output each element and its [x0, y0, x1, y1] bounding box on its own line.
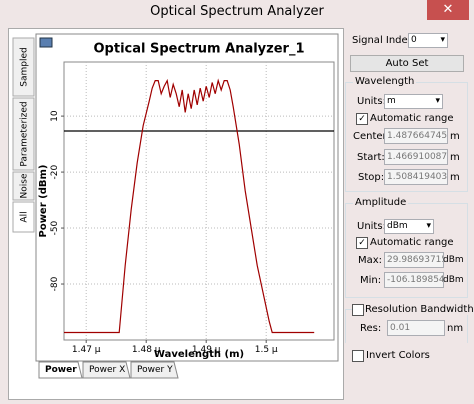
y-tick-label: -50 — [50, 220, 60, 235]
checkbox-label: Invert Colors — [366, 350, 430, 361]
unit: dBm — [443, 255, 464, 265]
x-tick-label: 1.5 μ — [255, 345, 278, 355]
bottom-tab-label[interactable]: Power — [45, 365, 77, 375]
y-tick-label: -20 — [50, 164, 60, 179]
field-label: Center: — [353, 131, 390, 142]
side-tab[interactable] — [12, 201, 35, 233]
checkbox[interactable]: ✓ — [356, 237, 368, 249]
center-field[interactable]: 1.4876647452 — [384, 128, 448, 144]
bottom-tab[interactable] — [130, 361, 179, 379]
close-button[interactable]: ✕ — [427, 0, 469, 20]
side-tab[interactable] — [12, 97, 35, 171]
min-field[interactable]: -106.18985415 — [384, 272, 444, 288]
y-tick-label: 10 — [50, 110, 60, 122]
side-tab-label[interactable]: Parameterized — [20, 101, 30, 166]
units-label: Units: — [357, 96, 386, 107]
checkbox-label: Automatic range — [370, 237, 454, 248]
x-axis-label: Wavelength (m) — [154, 349, 244, 360]
res-field[interactable]: 0.01 — [387, 320, 445, 336]
y-tick-label: -80 — [50, 276, 60, 291]
window-title: Optical Spectrum Analyzer — [150, 4, 324, 19]
bottom-tab-label[interactable]: Power X — [89, 365, 125, 375]
signal-index-label: Signal Index: — [352, 35, 417, 46]
field-label: Max: — [358, 255, 383, 266]
units-select[interactable]: m — [384, 94, 443, 109]
checkbox[interactable] — [352, 304, 364, 316]
side-tab-label[interactable]: Sampled — [20, 47, 30, 86]
side-tab-label[interactable]: All — [20, 211, 30, 222]
unit: m — [450, 172, 460, 183]
chart: Sampled Parameterized Noise All Power Power X… — [12, 33, 339, 379]
spectrum-line — [64, 78, 315, 334]
unit: nm — [447, 323, 464, 334]
bottom-tab[interactable] — [38, 361, 83, 379]
x-tick-label: 1.47 μ — [72, 345, 101, 355]
field-label: Min: — [360, 275, 382, 286]
x-tick-label: 1.48 μ — [132, 345, 161, 355]
y-axis-label: Power (dBm) — [38, 165, 49, 238]
field-label: Start: — [357, 152, 385, 163]
unit: m — [450, 131, 460, 142]
chart-icon — [39, 37, 53, 48]
checkbox-label: Resolution Bandwidth — [365, 304, 474, 315]
group-title: Wavelength — [353, 76, 417, 87]
auto-set-button[interactable]: Auto Set — [350, 55, 464, 72]
bottom-tab-label[interactable]: Power Y — [137, 365, 173, 375]
group-title: Amplitude — [353, 197, 409, 208]
stop-field[interactable]: 1.5084194035 — [384, 169, 448, 185]
unit: dBm — [443, 275, 464, 285]
side-tab-label[interactable]: Noise — [20, 173, 30, 198]
checkbox[interactable]: ✓ — [356, 113, 368, 125]
x-tick-label: 1.49 μ — [192, 345, 221, 355]
signal-index[interactable]: 0 — [408, 33, 448, 48]
plot-area — [63, 61, 335, 341]
chart-title: Optical Spectrum Analyzer_1 — [94, 42, 305, 57]
field-label: Stop: — [358, 172, 385, 183]
side-tab[interactable] — [12, 171, 35, 201]
checkbox[interactable] — [352, 350, 364, 362]
field-label: Res: — [360, 323, 382, 334]
checkbox-label: Automatic range — [370, 113, 454, 124]
side-tab[interactable] — [12, 37, 35, 97]
units-select[interactable]: dBm — [384, 219, 434, 234]
units-label: Units: — [357, 221, 386, 232]
start-field[interactable]: 1.4669100870 — [384, 149, 448, 165]
unit: m — [450, 152, 460, 163]
max-field[interactable]: 29.986937159 — [384, 252, 444, 268]
bottom-tab[interactable] — [82, 361, 131, 379]
